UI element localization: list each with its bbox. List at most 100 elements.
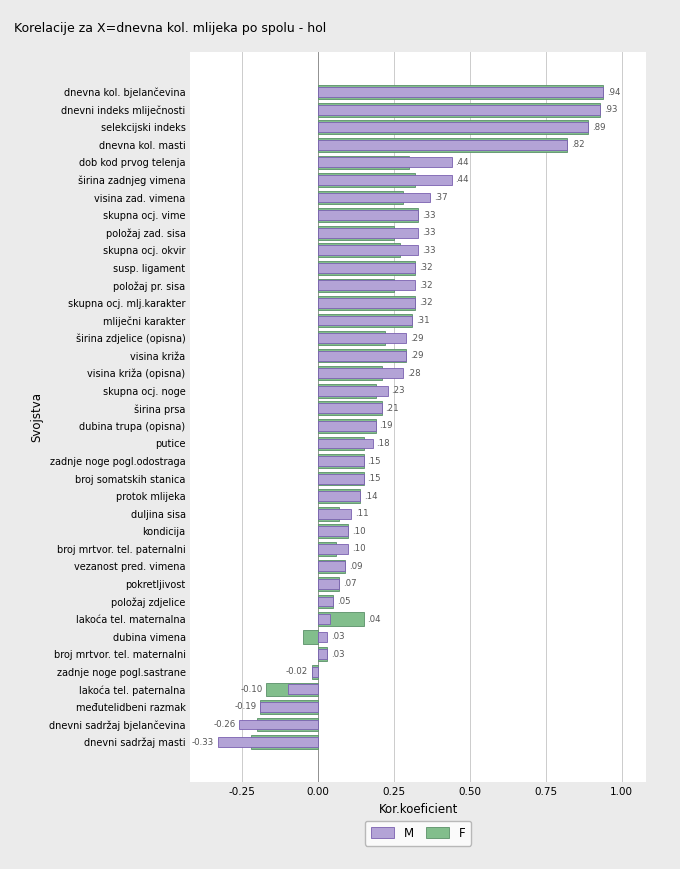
Bar — [318, 315, 412, 326]
Text: -0.02: -0.02 — [286, 667, 308, 676]
Bar — [318, 544, 348, 554]
Text: .10: .10 — [352, 544, 366, 554]
Text: .44: .44 — [455, 176, 469, 184]
Bar — [318, 190, 403, 204]
Bar — [312, 665, 318, 679]
Bar — [318, 193, 430, 202]
Bar — [318, 368, 403, 378]
Bar — [318, 103, 600, 116]
Bar — [260, 700, 318, 713]
Bar — [318, 419, 375, 433]
Bar — [318, 507, 339, 521]
Bar — [318, 140, 567, 149]
Text: .93: .93 — [604, 105, 617, 114]
Bar — [318, 138, 567, 152]
Bar — [318, 491, 360, 501]
Text: .03: .03 — [330, 632, 344, 641]
Bar — [318, 647, 327, 661]
X-axis label: Kor.koeficient: Kor.koeficient — [379, 802, 458, 815]
Bar — [318, 401, 381, 415]
Bar — [318, 594, 333, 608]
Text: .44: .44 — [455, 158, 469, 167]
Bar — [318, 351, 406, 361]
Y-axis label: Svojstva: Svojstva — [31, 392, 44, 442]
Bar — [218, 737, 318, 747]
Bar — [239, 720, 318, 729]
Bar — [318, 228, 418, 237]
Bar — [318, 649, 327, 660]
Text: -0.33: -0.33 — [192, 738, 214, 746]
Text: .14: .14 — [364, 492, 378, 501]
Bar — [318, 632, 327, 641]
Text: .23: .23 — [392, 387, 405, 395]
Text: .09: .09 — [349, 562, 362, 571]
Text: .21: .21 — [386, 404, 399, 413]
Bar — [318, 105, 600, 115]
Text: .82: .82 — [571, 141, 584, 149]
Bar — [318, 121, 588, 134]
Text: .19: .19 — [379, 421, 393, 430]
Bar — [318, 261, 415, 275]
Text: .10: .10 — [352, 527, 366, 536]
Bar — [251, 735, 318, 749]
Bar — [260, 702, 318, 712]
Text: Korelacije za X=dnevna kol. mlijeka po spolu - hol: Korelacije za X=dnevna kol. mlijeka po s… — [14, 22, 326, 35]
Text: .32: .32 — [419, 298, 432, 308]
Bar — [318, 298, 415, 308]
Bar — [318, 579, 339, 589]
Bar — [318, 209, 418, 222]
Text: .31: .31 — [415, 316, 429, 325]
Bar — [318, 597, 333, 607]
Bar — [318, 296, 415, 310]
Bar — [318, 245, 418, 255]
Bar — [318, 489, 360, 503]
Text: .32: .32 — [419, 263, 432, 272]
Text: .11: .11 — [355, 509, 369, 518]
Text: .32: .32 — [419, 281, 432, 290]
Bar — [318, 439, 373, 448]
Bar — [318, 403, 381, 414]
Bar — [318, 348, 406, 362]
Bar — [312, 667, 318, 677]
Bar — [318, 281, 415, 290]
Text: .07: .07 — [343, 580, 356, 588]
Bar — [318, 421, 375, 431]
Bar — [318, 614, 330, 624]
Bar — [318, 508, 352, 519]
Text: .89: .89 — [592, 123, 605, 132]
Legend: M, F: M, F — [365, 820, 471, 846]
Bar — [267, 682, 318, 696]
Bar — [318, 474, 364, 483]
Text: .29: .29 — [409, 351, 423, 360]
Text: .94: .94 — [607, 88, 621, 96]
Bar — [318, 226, 394, 240]
Text: -0.19: -0.19 — [235, 702, 256, 712]
Text: .33: .33 — [422, 210, 435, 220]
Text: .37: .37 — [434, 193, 447, 202]
Bar — [318, 123, 588, 132]
Text: .29: .29 — [409, 334, 423, 342]
Bar — [318, 85, 603, 99]
Bar — [318, 384, 375, 398]
Bar — [318, 524, 348, 538]
Bar — [318, 243, 400, 257]
Text: .15: .15 — [367, 456, 381, 466]
Bar — [318, 386, 388, 395]
Text: .03: .03 — [330, 650, 344, 659]
Bar — [318, 156, 409, 169]
Bar — [318, 613, 364, 626]
Text: -0.10: -0.10 — [241, 685, 262, 693]
Bar — [318, 175, 452, 185]
Bar — [318, 454, 364, 468]
Text: .15: .15 — [367, 474, 381, 483]
Bar — [318, 331, 385, 345]
Text: .33: .33 — [422, 246, 435, 255]
Bar — [318, 436, 364, 450]
Bar — [318, 333, 406, 343]
Bar — [318, 279, 394, 292]
Bar — [318, 173, 415, 187]
Bar — [318, 561, 345, 571]
Bar — [288, 685, 318, 694]
Bar — [318, 210, 418, 220]
Text: .04: .04 — [367, 614, 381, 624]
